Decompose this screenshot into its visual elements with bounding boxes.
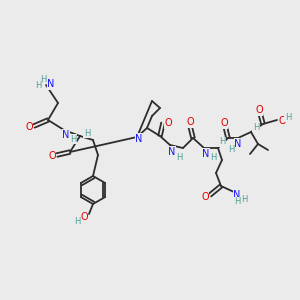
Text: N: N [233,190,241,200]
Text: H: H [74,217,80,226]
Text: O: O [164,118,172,128]
Text: H: H [234,197,240,206]
Text: O: O [220,118,228,128]
Text: N: N [168,147,176,157]
Text: H: H [40,74,46,83]
Text: N: N [202,149,210,159]
Text: O: O [255,105,263,115]
Text: H: H [241,196,247,205]
Text: H: H [176,152,182,161]
Text: H: H [228,145,234,154]
Text: H: H [219,137,225,146]
Text: O: O [186,117,194,127]
Text: O: O [278,116,286,126]
Text: N: N [47,79,55,89]
Text: H: H [210,154,216,163]
Text: N: N [135,134,143,144]
Text: N: N [234,139,242,149]
Text: H: H [253,122,259,131]
Text: H: H [285,112,291,122]
Text: O: O [48,151,56,161]
Text: O: O [25,122,33,132]
Text: H: H [35,82,41,91]
Text: N: N [62,130,70,140]
Text: O: O [80,212,88,222]
Text: H: H [84,128,90,137]
Text: H: H [70,134,76,143]
Text: O: O [201,192,209,202]
